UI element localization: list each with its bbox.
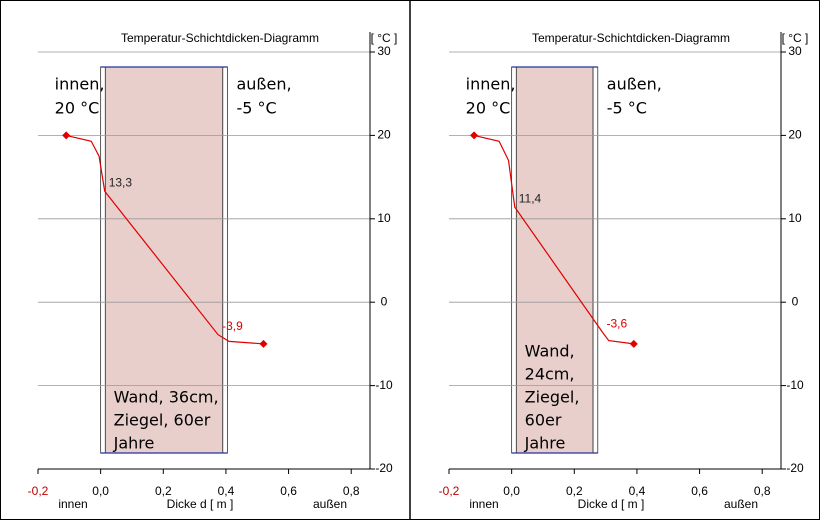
end-marker [629,339,638,348]
inside-label: 20 °C [466,99,511,118]
wall-label: 24cm, [525,365,575,384]
y-tick-label: -20 [375,461,393,475]
chart-title: Temperatur-Schichtdicken-Diagramm [532,31,730,45]
y-tick-label: -10 [786,378,804,392]
y-tick-label: 30 [377,44,391,58]
x-tick-label: 0,4 [629,484,646,498]
y-tick-label: 30 [788,44,802,58]
x-tick-label: 0,6 [691,484,708,498]
wall-layer [511,66,517,454]
wall-label: Ziegel, [525,388,580,407]
x-tick-label: 0,4 [218,484,235,498]
wall-label: 60er [525,411,562,430]
temperature-line [66,134,264,345]
x-tick-label: 0,8 [754,484,771,498]
inside-label: innen, [466,75,516,94]
x-axis-label: Dicke d [ m ] [578,497,645,511]
x-left-label: innen [58,497,87,511]
outside-label: -5 °C [607,99,647,118]
outside-label: -5 °C [236,99,276,118]
outside-label: außen, [236,75,291,94]
y-tick-label: 20 [377,128,391,142]
wall-label: Wand, 36cm, [114,388,219,407]
outside-label: außen, [607,75,662,94]
wall-layer [222,66,228,454]
y-unit: [ °C ] [782,31,809,45]
inside-label: innen, [55,75,105,94]
chart-title: Temperatur-Schichtdicken-Diagramm [121,31,319,45]
wall-layer [515,66,594,454]
wall-layer [100,66,106,454]
value-label: 13,3 [109,175,133,189]
inside-label: 20 °C [55,99,100,118]
value-label: -3,6 [606,316,627,330]
x-left-label: innen [469,497,498,511]
x-tick-label: -0,2 [439,484,460,498]
value-label: 11,4 [519,191,542,205]
end-marker [62,131,71,140]
wall-layer [592,66,599,454]
y-tick-label: -10 [375,378,393,392]
x-right-label: außen [313,497,347,511]
end-marker [259,339,268,348]
temperature-line [473,134,634,345]
y-tick-label: 0 [381,294,388,308]
x-right-label: außen [724,497,758,511]
wall-label: Wand, [525,342,575,361]
wall-layer [104,66,224,454]
wall-label: Jahre [524,434,566,453]
x-tick-label: 0,2 [566,484,583,498]
y-tick-label: -20 [786,461,804,475]
x-tick-label: 0,6 [280,484,297,498]
x-tick-label: 0,0 [503,484,520,498]
y-unit: [ °C ] [371,31,398,45]
x-tick-label: -0,2 [28,484,49,498]
value-label: -3,9 [222,319,243,333]
y-tick-label: 10 [788,211,802,225]
x-tick-label: 0,0 [92,484,109,498]
x-axis-label: Dicke d [ m ] [167,497,234,511]
x-tick-label: 0,2 [155,484,172,498]
end-marker [470,131,479,140]
y-tick-label: 0 [792,294,799,308]
y-tick-label: 20 [788,128,802,142]
y-tick-label: 10 [377,211,391,225]
x-tick-label: 0,8 [343,484,360,498]
wall-label: Ziegel, 60er [114,411,211,430]
wall-label: Jahre [113,434,155,453]
